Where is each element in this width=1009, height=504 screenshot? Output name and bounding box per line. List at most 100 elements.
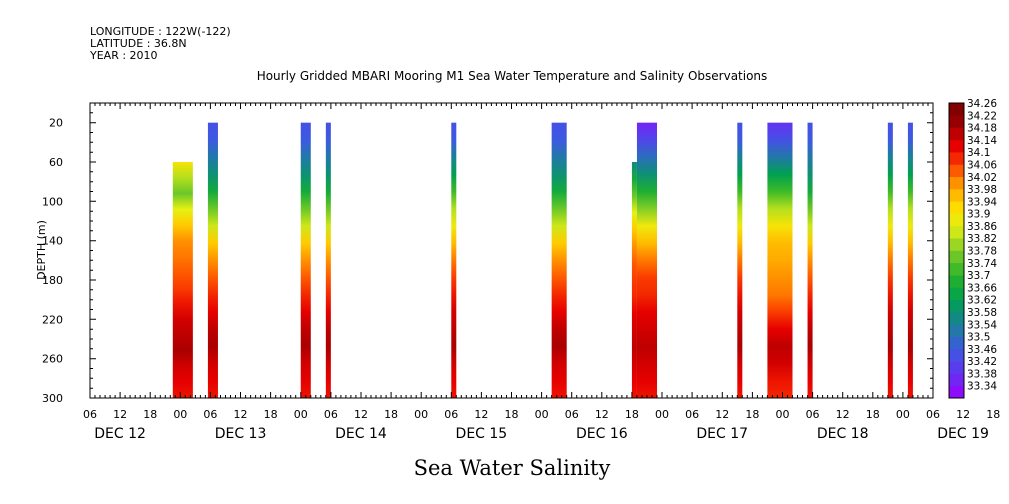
colorbar-label: 34.06 (967, 159, 997, 171)
x-day-label: DEC 14 (335, 426, 387, 442)
colorbar-swatch (949, 262, 964, 276)
data-segment (631, 162, 637, 398)
x-tick-label: 00 (173, 408, 187, 421)
x-axis-label: Sea Water Salinity (414, 456, 611, 480)
x-tick-label: 12 (234, 408, 248, 421)
x-tick-label: 00 (535, 408, 549, 421)
y-tick-label: 300 (42, 392, 63, 405)
x-tick-label: 00 (896, 408, 910, 421)
colorbar-swatch (949, 385, 964, 399)
colorbar-swatch (949, 164, 964, 178)
colorbar-label: 33.46 (967, 344, 997, 356)
colorbar-swatch (949, 287, 964, 300)
data-segment (887, 122, 893, 399)
data-segment (325, 122, 331, 399)
data-segment (207, 122, 218, 399)
x-tick-label: 06 (444, 408, 458, 421)
colorbar-label: 33.9 (967, 209, 990, 221)
x-tick-label: 12 (474, 408, 488, 421)
colorbar-label: 33.42 (967, 356, 997, 368)
y-tick-label: 100 (42, 195, 63, 208)
year-label: YEAR : 2010 (89, 49, 158, 62)
colorbar-label: 33.62 (967, 295, 997, 307)
colorbar-swatch (949, 213, 964, 227)
x-tick-label: 12 (715, 408, 729, 421)
x-tick-label: 00 (655, 408, 669, 421)
colorbar-label: 33.86 (967, 221, 997, 233)
colorbar-label: 33.94 (967, 196, 997, 208)
colorbar-label: 34.26 (967, 98, 997, 110)
colorbar-swatch (949, 238, 964, 251)
data-segment (551, 122, 567, 399)
data-segment (907, 122, 913, 399)
colorbar-label: 33.66 (967, 282, 997, 294)
x-tick-label: 06 (83, 408, 97, 421)
x-tick-label: 12 (836, 408, 850, 421)
colorbar-label: 33.54 (967, 319, 997, 331)
x-tick-label: 06 (203, 408, 217, 421)
colorbar-swatch (949, 299, 964, 313)
x-tick-label: 06 (926, 408, 940, 421)
colorbar-swatch (949, 201, 964, 214)
colorbar-swatch (949, 152, 964, 165)
y-tick-labels: 20 60 100 140 180 220 260 300 (42, 117, 63, 405)
data-segments (172, 122, 913, 399)
colorbar-label: 33.34 (967, 381, 997, 393)
colorbar-label: 33.38 (967, 368, 997, 380)
colorbar-label: 33.98 (967, 184, 997, 196)
x-day-label: DEC 13 (215, 426, 267, 442)
x-day-label: DEC 19 (937, 426, 989, 442)
chart-title: Hourly Gridded MBARI Mooring M1 Sea Wate… (257, 69, 768, 83)
x-tick-label: 00 (294, 408, 308, 421)
colorbar-label: 34.14 (967, 135, 997, 147)
y-tick-label: 60 (49, 156, 63, 169)
x-tick-label: 06 (806, 408, 820, 421)
axis-ticks (89, 102, 934, 399)
colorbar-label: 33.58 (967, 307, 997, 319)
x-tick-label: 18 (264, 408, 278, 421)
y-tick-label: 220 (42, 313, 63, 326)
colorbar-swatch (949, 373, 964, 387)
colorbar-swatch (949, 225, 964, 239)
y-tick-label: 180 (42, 274, 63, 287)
data-segment (807, 122, 813, 399)
data-segment (636, 122, 658, 399)
data-segment (300, 122, 311, 399)
colorbar-label: 34.1 (967, 147, 990, 159)
x-day-label: DEC 16 (576, 426, 628, 442)
colorbar-label: 34.18 (967, 123, 997, 135)
colorbar-frame (948, 102, 965, 399)
longitude-label: LONGITUDE : 122W(-122) (90, 25, 231, 38)
x-tick-label: 18 (745, 408, 759, 421)
data-segment (737, 122, 743, 399)
x-tick-label: 00 (775, 408, 789, 421)
x-tick-label: 12 (354, 408, 368, 421)
colorbar-swatch (949, 189, 964, 202)
colorbar-label: 34.22 (967, 110, 997, 122)
colorbar-swatch (949, 324, 964, 337)
colorbar-label: 33.74 (967, 258, 997, 270)
colorbar-label: 33.5 (967, 332, 990, 344)
x-tick-label: 06 (324, 408, 338, 421)
colorbar-label: 33.82 (967, 233, 997, 245)
colorbar-swatch (949, 250, 964, 264)
colorbar-swatch (949, 361, 964, 374)
colorbar-swatch (949, 336, 964, 350)
x-tick-label: 12 (956, 408, 970, 421)
x-tick-label: 18 (143, 408, 157, 421)
y-axis-label: DEPTH (m) (35, 220, 48, 280)
y-tick-label: 20 (49, 117, 63, 130)
x-day-label: DEC 18 (817, 426, 869, 442)
y-tick-label: 260 (42, 353, 63, 366)
x-tick-label: 18 (505, 408, 519, 421)
x-tick-label: 12 (595, 408, 609, 421)
latitude-label: LATITUDE : 36.8N (90, 37, 187, 50)
data-segment (767, 122, 793, 399)
colorbar-swatch (949, 311, 964, 325)
colorbar-swatch (949, 275, 964, 288)
x-tick-label: 06 (565, 408, 579, 421)
colorbar-label: 34.02 (967, 172, 997, 184)
x-tick-label: 18 (986, 408, 1000, 421)
x-tick-label: 00 (414, 408, 428, 421)
